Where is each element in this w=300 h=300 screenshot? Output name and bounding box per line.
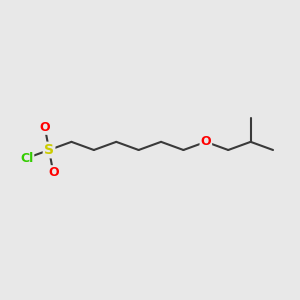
Text: O: O bbox=[40, 121, 50, 134]
Text: O: O bbox=[200, 135, 211, 148]
Text: Cl: Cl bbox=[20, 152, 33, 165]
Text: O: O bbox=[48, 166, 58, 179]
Text: S: S bbox=[44, 143, 54, 157]
